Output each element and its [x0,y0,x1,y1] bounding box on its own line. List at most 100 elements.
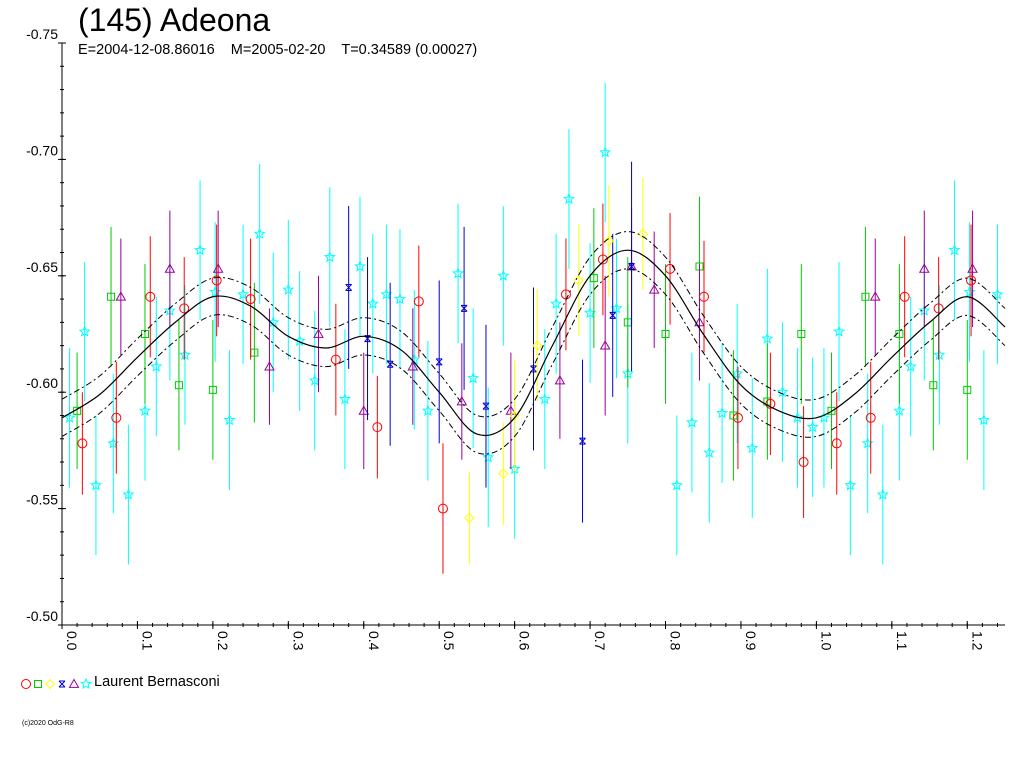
chart-subtitle: E=2004-12-08.86016 M=2005-02-20 T=0.3458… [78,42,478,58]
data-point-triangle [918,263,930,273]
data-point-diamond [464,512,475,524]
data-point-triangle [554,375,566,385]
data-point-star [209,285,222,298]
y-tick-label: -0.75 [26,26,58,42]
data-point-star [670,478,683,491]
data-point-circle [245,294,256,305]
data-point-star [599,146,612,158]
data-point-square [107,292,116,301]
data-point-xsquare [530,365,537,373]
x-tick-label: 1.2 [969,631,985,651]
data-point-xsquare [345,283,353,291]
x-tick-label: 0.9 [743,631,759,651]
data-point-circle [145,291,156,302]
data-point-star [685,416,698,428]
data-point-circle [597,254,608,265]
data-point-star [150,360,163,372]
data-point-star [833,325,846,337]
x-tick-label: 0.8 [668,631,684,651]
legend-marker-diamond [44,678,56,690]
data-point-circle [211,275,222,286]
data-point-xsquare [609,311,617,319]
data-point-circle [413,296,424,307]
x-tick-label: 1.1 [894,631,910,651]
legend-marker-xsquare [58,680,66,688]
fit-lower-band [61,268,1006,455]
x-tick-label: 0.0 [64,631,80,651]
data-point-circle [933,303,944,314]
legend-markers [21,677,92,690]
data-point-xsquare [579,437,586,445]
data-point-circle [899,291,910,302]
data-point-xsquare [435,358,443,366]
y-tick-label: -0.60 [26,375,58,391]
data-point-circle [798,457,809,468]
data-point-triangle [164,263,176,273]
data-point-triangle [869,291,881,301]
data-point-star [482,451,495,463]
data-point-circle [698,291,709,302]
data-point-triangle [456,396,468,406]
y-tick-label: -0.70 [26,142,58,158]
y-tick-label: -0.65 [26,259,58,275]
series-triangle [115,208,978,470]
data-point-circle [111,412,122,423]
data-point-star [237,288,250,300]
data-point-star [761,332,774,344]
data-point-star [194,243,207,256]
data-point-star [861,437,874,449]
data-point-circle [77,438,88,449]
data-point-star [991,288,1004,300]
data-point-circle [865,412,876,423]
data-point-star [122,488,135,500]
data-point-star [282,283,295,295]
data-point-triangle [694,316,705,327]
series-square [73,196,972,481]
copyright-credit: (c)2020 OdG-R8 [22,720,74,727]
data-point-star [876,488,889,500]
data-point-star [963,285,976,298]
data-point-star [178,348,191,361]
series-diamond [464,178,649,565]
data-point-star [893,404,906,416]
data-point-star [844,478,857,491]
data-point-star [806,420,819,433]
data-point-triangle [407,361,419,371]
x-tick-label: 0.1 [139,631,155,651]
data-point-square [661,330,670,338]
data-point-star [703,446,716,458]
data-point-star [550,297,563,309]
x-tick-label: 0.7 [592,631,608,651]
data-point-star [977,413,990,426]
data-point-star [89,478,102,491]
x-tick-label: 0.6 [517,631,533,651]
data-point-triangle [212,263,224,273]
data-point-diamond [637,228,649,240]
data-point-star [323,250,336,263]
series-circle [77,203,977,574]
legend-marker-star [79,677,92,690]
chart-title: (145) Adeona [78,2,271,38]
data-point-triangle [115,291,127,301]
data-point-square [827,406,836,415]
series-xsquare [345,161,635,523]
data-point-star [716,406,729,419]
data-point-star [338,392,351,405]
data-point-xsquare [482,402,490,410]
data-point-circle [437,503,448,514]
data-point-square [861,292,870,301]
x-tick-label: 0.4 [366,631,382,651]
data-point-star [421,404,434,416]
data-point-star [366,297,379,309]
data-point-star [452,267,465,279]
data-point-xsquare [386,360,394,368]
data-point-square [208,385,217,394]
data-point-circle [179,303,190,314]
data-point-star [538,392,551,405]
data-point-xsquare [460,304,468,312]
data-point-xsquare [628,262,635,270]
data-point-triangle [599,340,611,350]
data-point-square [929,381,938,390]
data-point-star [107,437,120,449]
